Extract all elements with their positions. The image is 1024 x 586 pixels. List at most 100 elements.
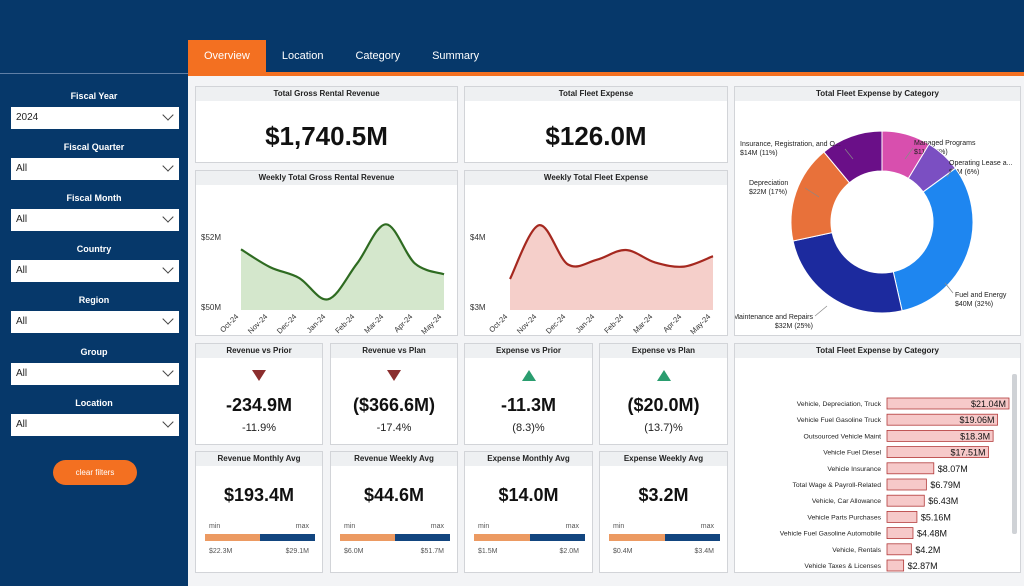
expense-line bbox=[509, 224, 714, 280]
category-bar[interactable] bbox=[886, 478, 927, 491]
category-bar[interactable] bbox=[886, 462, 935, 475]
bar-value-label: $4.48M bbox=[917, 529, 947, 539]
down-arrow-icon bbox=[387, 370, 401, 381]
average-card: Expense Monthly Avg $14.0M min max $1.5M… bbox=[464, 451, 593, 573]
bar-category-label: Vehicle Fuel Gasoline Truck bbox=[797, 417, 882, 424]
kpi-card-revenue: Total Gross Rental Revenue $1,740.5M bbox=[195, 86, 458, 163]
bar-value-label: $6.43M bbox=[928, 496, 958, 506]
card-title: Weekly Total Fleet Expense bbox=[465, 171, 727, 185]
category-bar[interactable] bbox=[886, 494, 925, 507]
filter-label: Region bbox=[78, 295, 110, 305]
scrollbar[interactable] bbox=[1012, 374, 1017, 534]
min-value: $6.0M bbox=[344, 548, 364, 555]
min-label: min bbox=[344, 523, 356, 530]
donut-card: Total Fleet Expense by Category Managed … bbox=[734, 86, 1021, 336]
fiscal-quarter-dropdown[interactable]: All bbox=[11, 158, 179, 180]
card-title: Revenue vs Prior bbox=[196, 344, 322, 358]
dropdown-value: All bbox=[16, 163, 28, 174]
weekly-expense-chart: $4M $3M Oct-24 Nov-24 Dec-24 Jan-24 Feb-24 Ma… bbox=[470, 224, 714, 336]
slice-value-label: $40M (32%) bbox=[955, 301, 993, 308]
y-tick-label: $50M bbox=[201, 303, 221, 312]
x-tick-label: Nov-24 bbox=[515, 312, 538, 335]
slice-value-label: $32M (25%) bbox=[775, 323, 813, 330]
tab-location[interactable]: Location bbox=[281, 50, 324, 62]
category-bar[interactable] bbox=[886, 527, 914, 540]
up-arrow-icon bbox=[521, 370, 536, 381]
category-bar[interactable] bbox=[886, 413, 998, 426]
group-dropdown[interactable]: All bbox=[11, 363, 179, 385]
revenue-line bbox=[240, 223, 445, 301]
fiscal-year-dropdown[interactable]: 2024 bbox=[11, 107, 179, 129]
location-dropdown[interactable]: All bbox=[11, 414, 179, 436]
category-bar-card: Total Fleet Expense by Category Vehicle,… bbox=[734, 343, 1021, 573]
kpi-value: $126.0M bbox=[545, 121, 647, 151]
filter-panel: Fiscal Year 2024 Fiscal Quarter All Fisc… bbox=[0, 73, 188, 586]
donut-slice[interactable] bbox=[792, 232, 903, 314]
tab-overview[interactable]: Overview bbox=[188, 40, 266, 72]
range-bar bbox=[609, 534, 720, 541]
min-value: $1.5M bbox=[478, 548, 498, 555]
category-bar[interactable] bbox=[886, 543, 912, 556]
fiscal-month-dropdown[interactable]: All bbox=[11, 209, 179, 231]
variance-pct: -11.9% bbox=[241, 422, 277, 434]
variance-value: ($366.6M) bbox=[352, 395, 436, 415]
bar-value-label: $4.2M bbox=[915, 545, 940, 555]
max-value: $3.4M bbox=[694, 548, 714, 555]
bar-category-label: Vehicle Insurance bbox=[827, 466, 881, 473]
bar-value-label: $2.87M bbox=[908, 561, 938, 571]
dropdown-value: All bbox=[16, 214, 28, 225]
min-label: min bbox=[209, 523, 221, 530]
bar-category-label: Vehicle, Depreciation, Truck bbox=[797, 401, 882, 408]
card-title: Revenue Monthly Avg bbox=[196, 452, 322, 466]
bar-category-label: Vehicle, Car Allowance bbox=[812, 498, 881, 505]
y-tick-label: $3M bbox=[470, 303, 486, 312]
weekly-expense-card: Weekly Total Fleet Expense $4M $3M Oct-2… bbox=[464, 170, 728, 336]
card-title: Expense vs Plan bbox=[600, 344, 727, 358]
filter-fiscal-quarter: Fiscal Quarter All bbox=[0, 142, 188, 180]
filter-fiscal-month: Fiscal Month All bbox=[0, 193, 188, 231]
weekly-revenue-chart: $52M $50M Oct-24 Nov-24 Dec-24 Jan-24 Feb-24… bbox=[201, 223, 445, 336]
variance-value: -234.9M bbox=[225, 395, 293, 415]
max-value: $29.1M bbox=[285, 548, 309, 555]
donut-slice[interactable] bbox=[823, 130, 883, 184]
filter-label: Fiscal Year bbox=[70, 91, 118, 101]
card-title: Expense vs Prior bbox=[465, 344, 592, 358]
max-label: max bbox=[565, 523, 579, 530]
chevron-down-icon bbox=[162, 262, 174, 274]
country-dropdown[interactable]: All bbox=[11, 260, 179, 282]
category-bar[interactable] bbox=[886, 446, 989, 458]
bar-value-label: $6.79M bbox=[930, 480, 960, 490]
down-arrow-icon bbox=[252, 370, 266, 381]
card-title: Total Fleet Expense by Category bbox=[735, 87, 1020, 101]
tab-category[interactable]: Category bbox=[355, 50, 401, 62]
variance-pct: (13.7)% bbox=[644, 422, 683, 434]
slice-label: Depreciation bbox=[749, 180, 788, 187]
min-label: min bbox=[478, 523, 490, 530]
filter-location: Location All bbox=[0, 398, 188, 436]
bar-value-label: $18.3M bbox=[960, 431, 990, 441]
bar-value-label: $5.16M bbox=[921, 512, 951, 522]
category-bar[interactable] bbox=[886, 510, 918, 523]
x-tick-label: Feb-24 bbox=[602, 312, 625, 335]
variance-card: Revenue vs Plan ($366.6M) -17.4% bbox=[330, 343, 458, 445]
category-bar[interactable] bbox=[886, 430, 994, 442]
bar-category-label: Vehicle Fuel Diesel bbox=[823, 450, 881, 457]
filter-fiscal-year: Fiscal Year 2024 bbox=[0, 91, 188, 129]
x-tick-label: Jan-24 bbox=[574, 312, 597, 335]
category-bar[interactable] bbox=[886, 559, 905, 572]
slice-value-label: $14M (11%) bbox=[740, 150, 778, 157]
tab-underline bbox=[188, 72, 1024, 76]
filter-label: Fiscal Quarter bbox=[63, 142, 125, 152]
card-title: Expense Monthly Avg bbox=[465, 452, 592, 466]
filter-country: Country All bbox=[0, 244, 188, 282]
region-dropdown[interactable]: All bbox=[11, 311, 179, 333]
donut-slice[interactable] bbox=[892, 167, 974, 312]
x-tick-label: Mar-24 bbox=[362, 312, 385, 335]
card-title: Expense Weekly Avg bbox=[600, 452, 727, 466]
tab-summary[interactable]: Summary bbox=[432, 50, 480, 62]
card-title: Total Fleet Expense bbox=[465, 87, 727, 101]
clear-filters-button[interactable]: clear filters bbox=[53, 460, 137, 485]
category-bar[interactable] bbox=[886, 397, 1010, 410]
card-title: Total Gross Rental Revenue bbox=[196, 87, 457, 101]
weekly-revenue-card: Weekly Total Gross Rental Revenue $52M $… bbox=[195, 170, 458, 336]
